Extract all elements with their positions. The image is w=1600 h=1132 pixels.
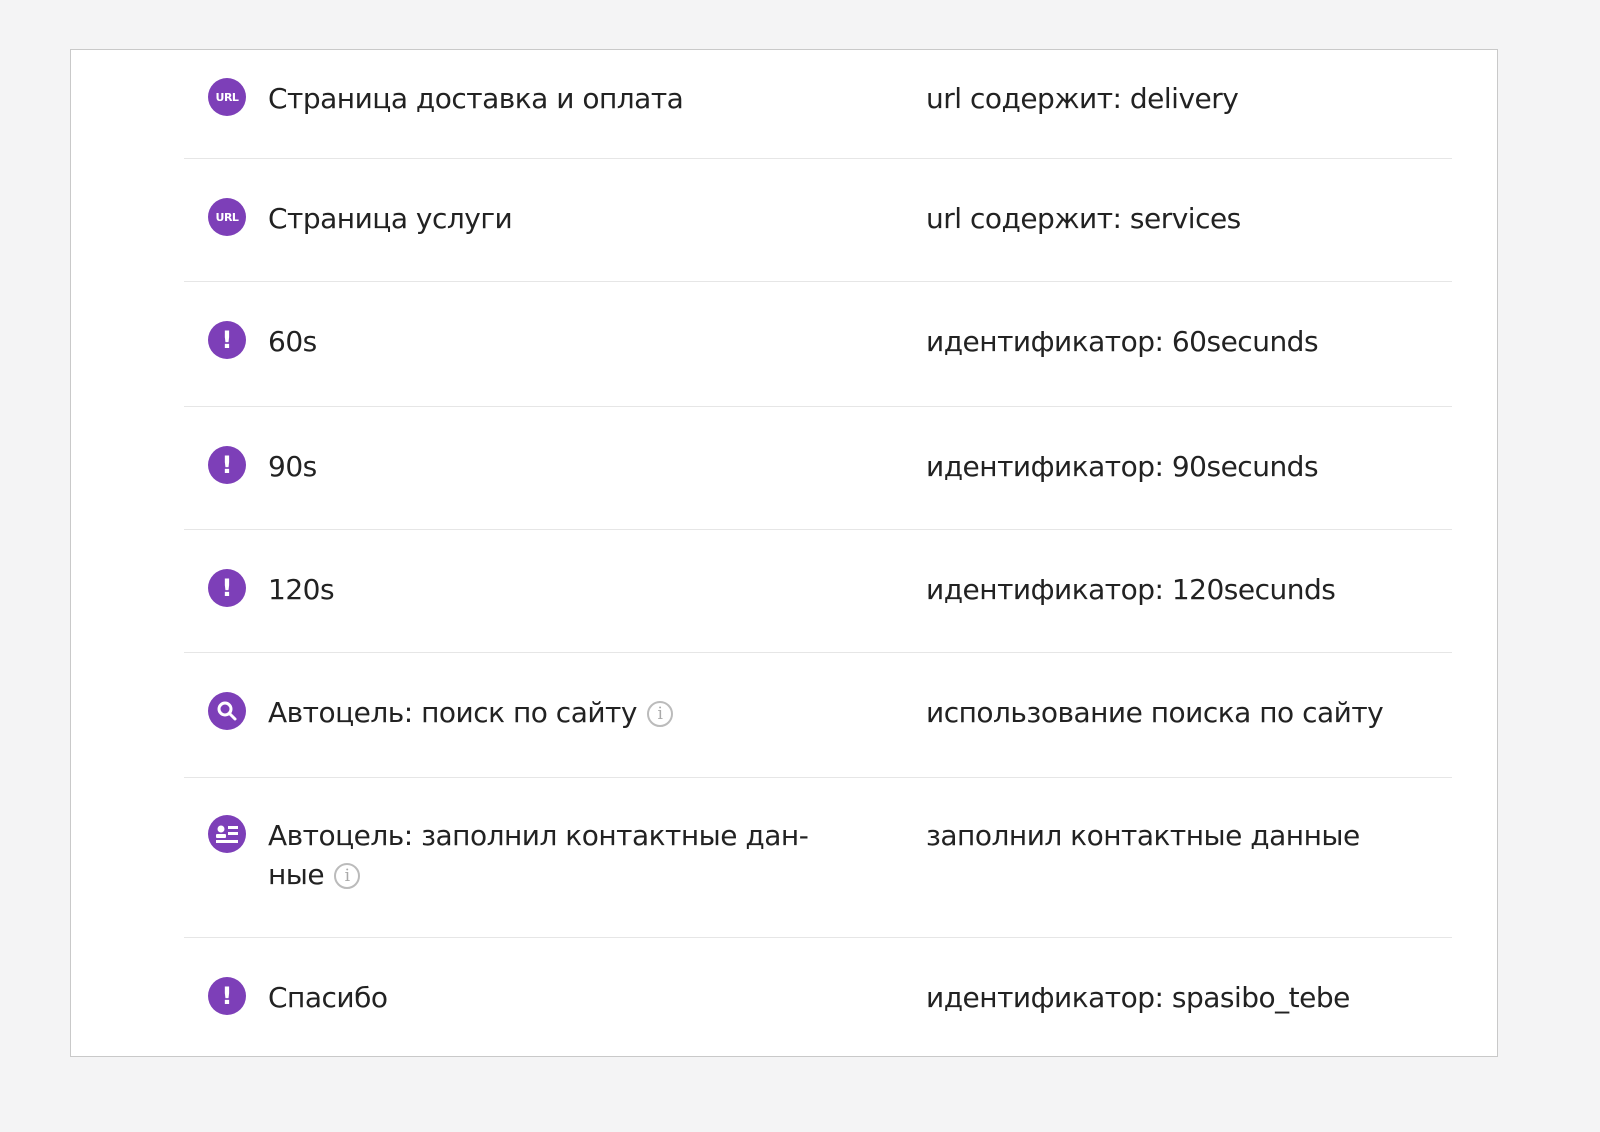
goal-row[interactable]: ! 120s идентификатор: 120secunds xyxy=(184,530,1452,653)
goal-name: Спасибо xyxy=(268,981,388,1014)
goal-name: Страница услуги xyxy=(268,202,513,235)
goal-name: 90s xyxy=(268,450,317,483)
goal-name: Страница доставка и оплата xyxy=(268,82,684,115)
goal-name: Автоцель: заполнил контактные дан-ные xyxy=(268,819,809,891)
goals-list: URL Страница доставка и оплата url содер… xyxy=(184,50,1452,1058)
goal-condition: идентификатор: 90secunds xyxy=(926,450,1319,483)
goal-row[interactable]: URL Страница доставка и оплата url содер… xyxy=(184,50,1452,159)
goal-row[interactable]: ! 90s идентификатор: 90secunds xyxy=(184,407,1452,530)
info-icon[interactable]: i xyxy=(646,701,673,727)
url-icon: URL xyxy=(208,78,246,116)
exclamation-icon: ! xyxy=(208,977,246,1015)
goal-name: Автоцель: поиск по сайту xyxy=(268,696,637,729)
goal-condition: идентификатор: spasibo_tebe xyxy=(926,981,1350,1014)
goal-condition: идентификатор: 60secunds xyxy=(926,325,1319,358)
goal-row[interactable]: Автоцель: поиск по сайту i использование … xyxy=(184,653,1452,778)
goal-condition: url содержит: delivery xyxy=(926,82,1239,115)
goal-condition: url содержит: services xyxy=(926,202,1241,235)
url-icon: URL xyxy=(208,198,246,236)
search-icon xyxy=(208,692,246,730)
goal-row[interactable]: Автоцель: заполнил контактные дан-ные i з… xyxy=(184,778,1452,938)
goal-name: 60s xyxy=(268,325,317,358)
goal-name: 120s xyxy=(268,573,335,606)
contact-form-icon xyxy=(208,815,246,853)
goal-row[interactable]: ! 60s идентификатор: 60secunds xyxy=(184,282,1452,407)
goals-card: URL Страница доставка и оплата url содер… xyxy=(70,49,1498,1057)
goal-row[interactable]: ! Спасибо идентификатор: spasibo_tebe xyxy=(184,938,1452,1058)
goal-condition: идентификатор: 120secunds xyxy=(926,573,1336,606)
exclamation-icon: ! xyxy=(208,446,246,484)
exclamation-icon: ! xyxy=(208,569,246,607)
goal-row[interactable]: URL Страница услуги url содержит: servic… xyxy=(184,159,1452,282)
goal-condition: заполнил контактные данные xyxy=(926,819,1360,852)
goal-condition: использование поиска по сайту xyxy=(926,696,1384,729)
info-icon[interactable]: i xyxy=(334,863,361,889)
exclamation-icon: ! xyxy=(208,321,246,359)
